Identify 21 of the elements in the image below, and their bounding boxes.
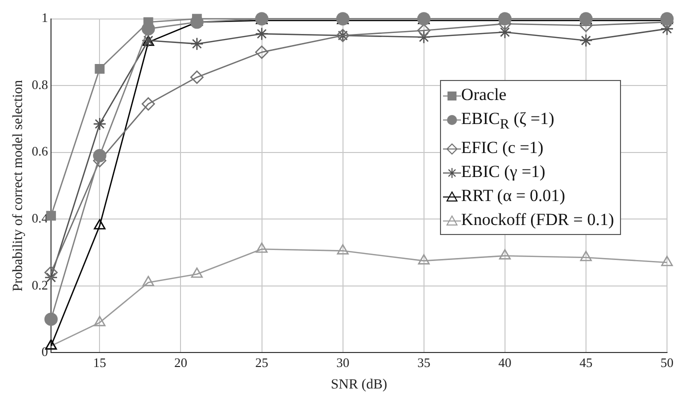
legend-label: EBIC (γ =1) <box>461 162 546 182</box>
x-tick-label: 15 <box>93 354 106 370</box>
y-axis-title: Probability of correct model selection <box>11 80 26 292</box>
legend-label: EBIC$_{R}$ (ζ =1) <box>461 109 554 132</box>
x-tick-label: 30 <box>336 354 350 370</box>
legend-label: EFIC (c =1) <box>461 138 544 158</box>
x-tick-label: 35 <box>417 354 430 370</box>
y-tick-label: 0.4 <box>32 210 49 226</box>
x-tick-label: 20 <box>174 354 188 370</box>
y-tick-label: 0.6 <box>32 144 49 159</box>
y-tick-label: 1 <box>42 10 48 26</box>
x-tick-label: 50 <box>660 354 674 370</box>
legend-label: RRT (α = 0.01) <box>461 186 566 206</box>
y-tick-label: 0.8 <box>32 76 48 92</box>
x-tick-label: 45 <box>579 354 592 370</box>
x-axis-title: SNR (dB) <box>330 377 388 392</box>
legend-label: Oracle <box>461 85 506 104</box>
x-tick-label: 40 <box>498 354 512 370</box>
y-tick-label: 0.2 <box>32 277 48 292</box>
legend-label: Knockoff (FDR = 0.1) <box>461 210 614 230</box>
x-tick-label: 25 <box>255 354 268 370</box>
